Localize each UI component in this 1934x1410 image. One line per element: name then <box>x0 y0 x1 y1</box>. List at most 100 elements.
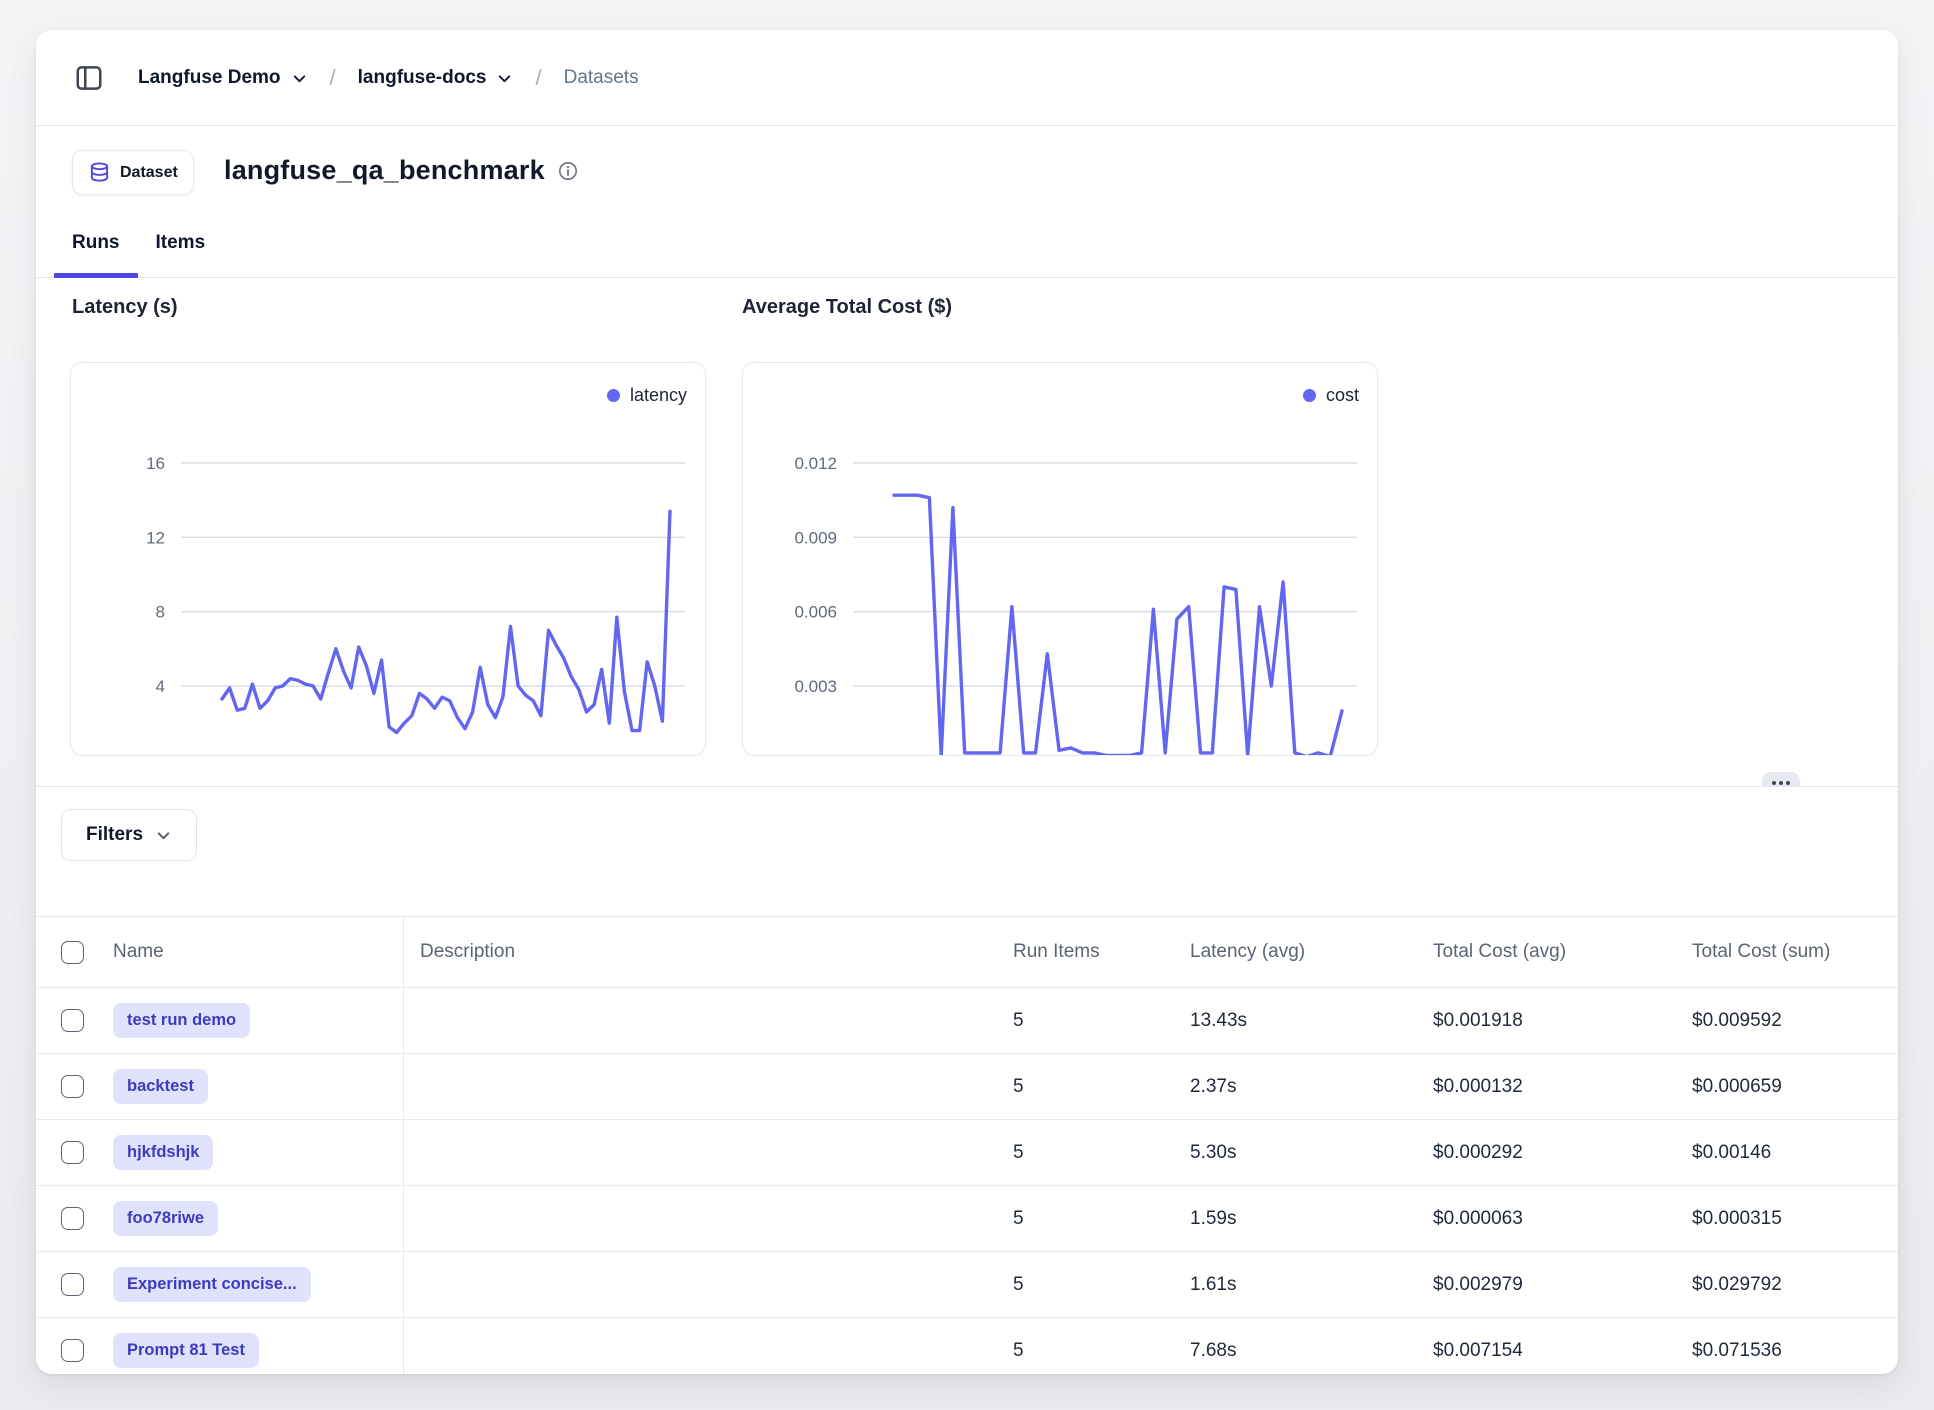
row-checkbox[interactable] <box>61 1207 84 1230</box>
column-header-total-cost-sum: Total Cost (sum) <box>1692 941 1898 963</box>
breadcrumb-separator: / <box>531 65 545 91</box>
cell-total-cost-sum: $0.000659 <box>1692 1076 1898 1098</box>
column-header-total-cost-avg: Total Cost (avg) <box>1433 941 1692 963</box>
filters-row: Filters <box>36 787 1898 916</box>
dataset-title-text: langfuse_qa_benchmark <box>224 155 545 186</box>
runs-table: Name Description Run Items Latency (avg)… <box>36 916 1898 1374</box>
charts-section: Latency (s) Average Total Cost ($) 16 12 8… <box>36 278 1898 786</box>
run-name-pill[interactable]: Experiment concise... <box>113 1267 311 1302</box>
latency-chart: 16 12 8 4 latency <box>70 362 706 756</box>
cell-run-items: 5 <box>1013 1076 1190 1098</box>
svg-text:4: 4 <box>156 677 165 696</box>
tab-items[interactable]: Items <box>138 232 224 277</box>
breadcrumb-item-datasets[interactable]: Datasets <box>564 67 639 89</box>
main-card: Langfuse Demo / langfuse-docs / Datasets… <box>36 30 1898 1374</box>
cell-total-cost-avg: $0.000132 <box>1433 1076 1692 1098</box>
run-name-pill[interactable]: foo78riwe <box>113 1201 218 1236</box>
cell-total-cost-sum: $0.071536 <box>1692 1340 1898 1362</box>
latency-line-chart-svg: 16 12 8 4 <box>71 363 706 756</box>
info-icon[interactable] <box>558 161 578 181</box>
svg-text:8: 8 <box>156 603 165 622</box>
run-name-pill[interactable]: Prompt 81 Test <box>113 1333 259 1368</box>
table-row: test run demo 5 13.43s $0.001918 $0.0095… <box>36 988 1898 1054</box>
table-row: Experiment concise... 5 1.61s $0.002979 … <box>36 1252 1898 1318</box>
column-header-run-items: Run Items <box>1013 941 1190 963</box>
cell-latency-avg: 5.30s <box>1190 1142 1433 1164</box>
run-name-pill[interactable]: hjkfdshjk <box>113 1135 213 1170</box>
svg-text:0.009: 0.009 <box>794 528 837 547</box>
cell-total-cost-avg: $0.001918 <box>1433 1010 1692 1032</box>
breadcrumb-item-org[interactable]: Langfuse Demo <box>138 67 308 89</box>
cell-total-cost-avg: $0.000063 <box>1433 1208 1692 1230</box>
filters-button[interactable]: Filters <box>61 809 197 861</box>
cell-total-cost-sum: $0.009592 <box>1692 1010 1898 1032</box>
row-checkbox[interactable] <box>61 1141 84 1164</box>
svg-text:12: 12 <box>146 528 165 547</box>
dataset-badge-label: Dataset <box>120 164 178 182</box>
breadcrumb-org-label: Langfuse Demo <box>138 67 281 89</box>
legend-dot-icon <box>1303 389 1316 402</box>
legend-dot-icon <box>607 389 620 402</box>
svg-text:16: 16 <box>146 454 165 473</box>
cell-total-cost-avg: $0.002979 <box>1433 1274 1692 1296</box>
breadcrumb-separator: / <box>326 65 340 91</box>
row-checkbox[interactable] <box>61 1075 84 1098</box>
breadcrumb-project-label: langfuse-docs <box>358 67 487 89</box>
database-icon <box>88 161 111 184</box>
row-checkbox[interactable] <box>61 1273 84 1296</box>
run-name-pill[interactable]: test run demo <box>113 1003 250 1038</box>
cell-latency-avg: 2.37s <box>1190 1076 1433 1098</box>
cell-total-cost-sum: $0.00146 <box>1692 1142 1898 1164</box>
page-title: langfuse_qa_benchmark <box>224 155 578 186</box>
cost-line-chart-svg: 0.012 0.009 0.006 0.003 <box>743 363 1378 756</box>
cost-chart-title: Average Total Cost ($) <box>742 296 952 319</box>
svg-text:0.006: 0.006 <box>794 603 837 622</box>
dataset-header: Dataset langfuse_qa_benchmark Runs Items <box>36 126 1898 278</box>
tab-bar: Runs Items <box>36 232 1898 278</box>
cell-latency-avg: 7.68s <box>1190 1340 1433 1362</box>
row-checkbox[interactable] <box>61 1009 84 1032</box>
chevron-down-icon <box>496 70 513 87</box>
chevron-down-icon <box>155 827 172 844</box>
filters-button-label: Filters <box>86 824 143 846</box>
panel-left-icon <box>74 63 104 93</box>
breadcrumb: Langfuse Demo / langfuse-docs / Datasets <box>36 30 1898 126</box>
breadcrumb-datasets-label: Datasets <box>564 67 639 89</box>
table-row: Prompt 81 Test 5 7.68s $0.007154 $0.0715… <box>36 1318 1898 1374</box>
table-row: foo78riwe 5 1.59s $0.000063 $0.000315 <box>36 1186 1898 1252</box>
cell-run-items: 5 <box>1013 1142 1190 1164</box>
cost-chart-legend: cost <box>1303 385 1359 406</box>
cell-latency-avg: 13.43s <box>1190 1010 1433 1032</box>
table-row: hjkfdshjk 5 5.30s $0.000292 $0.00146 <box>36 1120 1898 1186</box>
cost-chart: 0.012 0.009 0.006 0.003 cost <box>742 362 1378 756</box>
select-all-checkbox[interactable] <box>61 941 84 964</box>
tab-runs-label: Runs <box>72 232 120 254</box>
tab-runs[interactable]: Runs <box>54 232 138 277</box>
cell-total-cost-sum: $0.029792 <box>1692 1274 1898 1296</box>
row-checkbox[interactable] <box>61 1339 84 1362</box>
chevron-down-icon <box>291 70 308 87</box>
column-header-name: Name <box>113 917 404 987</box>
column-header-description: Description <box>404 941 1013 963</box>
column-header-latency-avg: Latency (avg) <box>1190 941 1433 963</box>
cell-total-cost-avg: $0.007154 <box>1433 1340 1692 1362</box>
cell-run-items: 5 <box>1013 1340 1190 1362</box>
run-name-pill[interactable]: backtest <box>113 1069 208 1104</box>
cell-latency-avg: 1.61s <box>1190 1274 1433 1296</box>
latency-chart-title: Latency (s) <box>72 296 178 319</box>
dataset-badge: Dataset <box>72 150 194 195</box>
cell-run-items: 5 <box>1013 1010 1190 1032</box>
svg-text:0.012: 0.012 <box>794 454 837 473</box>
cell-total-cost-avg: $0.000292 <box>1433 1142 1692 1164</box>
table-row: backtest 5 2.37s $0.000132 $0.000659 <box>36 1054 1898 1120</box>
sidebar-toggle-button[interactable] <box>72 61 106 95</box>
svg-text:0.003: 0.003 <box>794 677 837 696</box>
cell-run-items: 5 <box>1013 1208 1190 1230</box>
legend-label: latency <box>630 385 687 406</box>
latency-chart-legend: latency <box>607 385 687 406</box>
tab-items-label: Items <box>156 232 206 254</box>
legend-label: cost <box>1326 385 1359 406</box>
cell-total-cost-sum: $0.000315 <box>1692 1208 1898 1230</box>
breadcrumb-item-project[interactable]: langfuse-docs <box>358 67 514 89</box>
table-header-row: Name Description Run Items Latency (avg)… <box>36 917 1898 988</box>
